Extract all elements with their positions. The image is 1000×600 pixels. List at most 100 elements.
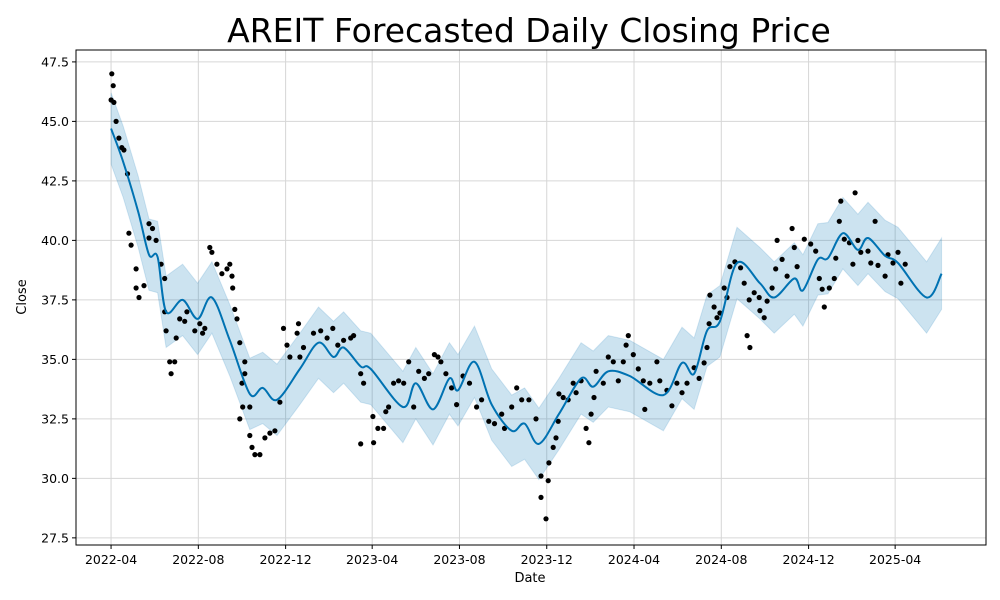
observed-point	[855, 237, 861, 243]
observed-point	[202, 325, 208, 331]
observed-point	[168, 371, 174, 377]
observed-point	[794, 264, 800, 270]
observed-point	[110, 83, 116, 89]
observed-point	[224, 266, 230, 272]
observed-point	[696, 375, 702, 381]
observed-point	[172, 359, 178, 365]
observed-point	[454, 402, 460, 408]
observed-point	[411, 404, 417, 410]
observed-point	[570, 380, 576, 386]
observed-point	[819, 286, 825, 292]
observed-point	[757, 308, 763, 314]
observed-point	[704, 344, 710, 351]
observed-point	[466, 380, 473, 386]
observed-point	[779, 256, 785, 262]
observed-point	[240, 404, 246, 410]
observed-point	[679, 390, 685, 396]
observed-point	[588, 411, 594, 417]
observed-point	[230, 285, 236, 291]
observed-point	[761, 315, 767, 321]
y-axis-label: Close	[15, 279, 30, 314]
observed-point	[371, 440, 377, 446]
observed-point	[784, 273, 790, 279]
observed-point	[546, 460, 552, 466]
y-tick-label: 47.5	[41, 54, 69, 69]
x-tick-label: 2023-08	[433, 552, 485, 567]
observed-point	[514, 385, 520, 391]
observed-point	[902, 261, 908, 267]
x-tick-label: 2024-04	[608, 552, 660, 567]
observed-point	[310, 330, 317, 336]
observed-point	[361, 380, 367, 386]
observed-point	[209, 249, 215, 255]
observed-point	[242, 359, 248, 365]
observed-point	[277, 399, 283, 405]
y-axis: 27.5 30.0 32.5 35.0 37.5 40.0 42.5 45.0 47.5	[41, 54, 76, 545]
observed-point	[421, 375, 427, 381]
y-tick-label: 45.0	[41, 114, 69, 129]
observed-point	[396, 378, 402, 384]
observed-point	[774, 237, 780, 243]
observed-point	[375, 425, 381, 431]
observed-point	[769, 285, 775, 291]
observed-point	[358, 371, 364, 377]
observed-point	[438, 359, 444, 365]
observed-point	[300, 344, 307, 351]
observed-point	[591, 394, 597, 401]
observed-point	[791, 244, 797, 251]
observed-point	[635, 366, 641, 372]
observed-point	[133, 266, 139, 272]
observed-point	[167, 359, 173, 365]
observed-point	[237, 416, 243, 422]
observed-point	[875, 262, 881, 268]
observed-point	[381, 425, 387, 431]
x-axis: 2022-04 2022-08 2022-12 2023-04 2023-08 2023-…	[85, 545, 921, 567]
observed-point	[141, 283, 147, 289]
observed-point	[162, 275, 168, 282]
observed-point	[297, 354, 303, 360]
observed-point	[764, 298, 770, 304]
observed-point	[146, 221, 152, 227]
observed-point	[850, 261, 856, 267]
observed-point	[479, 397, 485, 403]
observed-point	[280, 325, 287, 331]
observed-point	[586, 440, 592, 446]
observed-point	[214, 261, 220, 267]
observed-point	[560, 394, 566, 401]
observed-point	[865, 248, 871, 254]
observed-point	[813, 248, 819, 254]
observed-point	[858, 249, 864, 255]
observed-point	[330, 325, 336, 331]
observed-point	[153, 237, 159, 243]
observed-point	[898, 280, 904, 286]
observed-point	[838, 198, 844, 204]
y-tick-label: 35.0	[41, 352, 69, 367]
observed-point	[630, 352, 636, 358]
x-tick-label: 2023-04	[346, 552, 398, 567]
x-tick-label: 2022-04	[85, 552, 137, 567]
observed-point	[443, 371, 449, 377]
plot-frame	[75, 49, 987, 546]
observed-point	[324, 335, 330, 341]
x-axis-label: Date	[514, 571, 545, 586]
observed-point	[852, 190, 858, 196]
observed-point	[583, 425, 589, 431]
observed-point	[543, 516, 549, 522]
observed-point	[657, 378, 663, 384]
y-tick-label: 37.5	[41, 292, 69, 307]
observed-points	[108, 71, 908, 522]
observed-point	[640, 378, 646, 384]
observed-point	[556, 391, 562, 397]
observed-point	[836, 218, 842, 224]
observed-point	[684, 380, 690, 386]
observed-point	[623, 342, 629, 348]
observed-point	[711, 304, 717, 310]
observed-point	[295, 321, 302, 327]
observed-point	[526, 397, 532, 403]
observed-point	[831, 275, 837, 282]
y-tick-label: 42.5	[41, 173, 69, 188]
observed-point	[714, 315, 720, 321]
observed-point	[386, 404, 392, 410]
observed-point	[449, 385, 455, 391]
